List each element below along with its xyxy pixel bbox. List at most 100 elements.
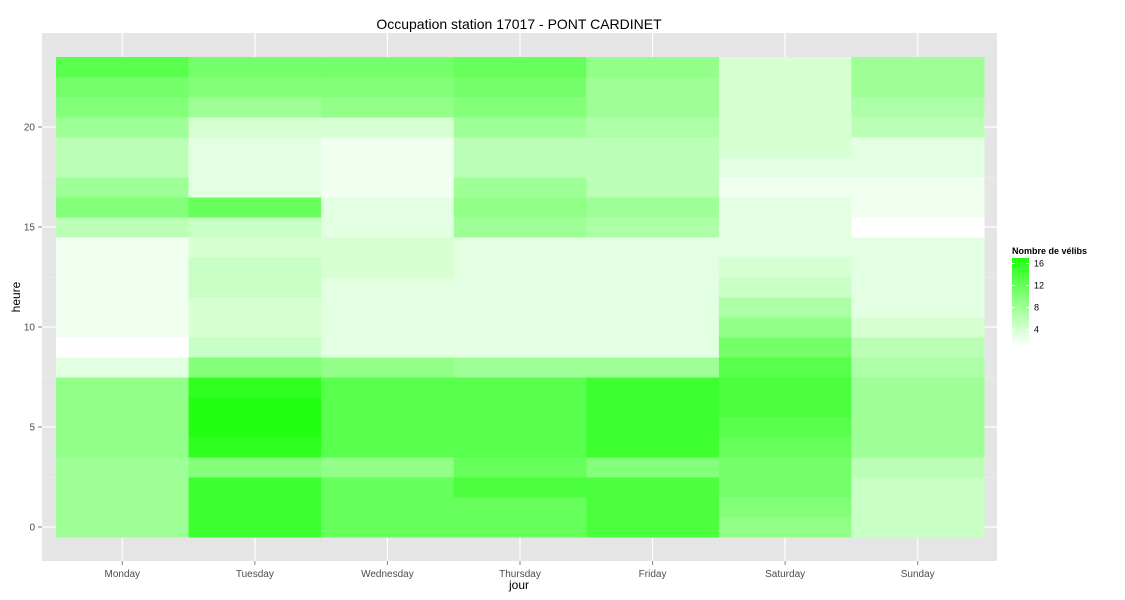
y-tick-label: 15 — [24, 223, 36, 234]
heatmap-cell — [851, 477, 985, 498]
heatmap-cell — [321, 437, 455, 458]
heatmap-cell — [188, 277, 322, 298]
heatmap-cell — [188, 437, 322, 458]
heatmap-cell — [851, 257, 985, 278]
heatmap-cell — [718, 277, 852, 298]
heatmap-cell — [188, 117, 322, 138]
heatmap-cell — [188, 337, 322, 358]
y-tick-label: 0 — [29, 523, 35, 534]
heatmap-cell — [453, 157, 587, 178]
x-tick-label: Friday — [639, 569, 667, 580]
heatmap-cell — [453, 57, 587, 78]
heatmap-cell — [188, 257, 322, 278]
heatmap-cell — [453, 377, 587, 398]
heatmap-cell — [586, 97, 720, 118]
heatmap-cell — [718, 237, 852, 258]
heatmap-cell — [586, 357, 720, 378]
heatmap-cell — [718, 397, 852, 418]
y-axis-title: heure — [9, 281, 23, 312]
heatmap-cell — [586, 397, 720, 418]
heatmap-cells — [56, 57, 985, 538]
heatmap-cell — [851, 457, 985, 478]
x-tick-label: Saturday — [765, 569, 805, 580]
heatmap-cell — [321, 257, 455, 278]
heatmap-cell — [851, 357, 985, 378]
heatmap-cell — [188, 77, 322, 98]
heatmap-cell — [321, 97, 455, 118]
heatmap-cell — [56, 397, 190, 418]
heatmap-cell — [56, 317, 190, 338]
heatmap-cell — [586, 117, 720, 138]
heatmap-cell — [586, 417, 720, 438]
heatmap-cell — [56, 457, 190, 478]
heatmap-cell — [851, 417, 985, 438]
heatmap-cell — [453, 217, 587, 238]
y-tick-label: 5 — [29, 423, 35, 434]
x-tick-label: Thursday — [499, 569, 541, 580]
heatmap-cell — [718, 377, 852, 398]
heatmap-cell — [56, 57, 190, 78]
heatmap-cell — [56, 137, 190, 158]
heatmap-cell — [851, 277, 985, 298]
legend-tick-label: 4 — [1034, 325, 1039, 335]
heatmap-cell — [321, 297, 455, 318]
heatmap-cell — [851, 137, 985, 158]
heatmap-cell — [453, 137, 587, 158]
heatmap-cell — [56, 197, 190, 218]
heatmap-cell — [188, 237, 322, 258]
x-tick-label: Tuesday — [236, 569, 274, 580]
heatmap-cell — [718, 497, 852, 518]
heatmap-cell — [586, 157, 720, 178]
heatmap-cell — [851, 77, 985, 98]
heatmap-cell — [718, 477, 852, 498]
heatmap-cell — [188, 497, 322, 518]
heatmap-cell — [718, 357, 852, 378]
heatmap-cell — [453, 257, 587, 278]
heatmap-cell — [586, 77, 720, 98]
x-axis-title: jour — [508, 578, 529, 592]
heatmap-cell — [453, 517, 587, 538]
heatmap-cell — [586, 377, 720, 398]
heatmap-cell — [718, 337, 852, 358]
heatmap-cell — [321, 197, 455, 218]
heatmap-cell — [586, 317, 720, 338]
heatmap-cell — [188, 477, 322, 498]
heatmap-cell — [56, 177, 190, 198]
heatmap-cell — [188, 177, 322, 198]
heatmap-cell — [453, 197, 587, 218]
heatmap-cell — [851, 437, 985, 458]
heatmap-cell — [188, 417, 322, 438]
legend-tick-label: 12 — [1034, 281, 1044, 291]
legend-colorbar — [1012, 258, 1029, 346]
heatmap-cell — [851, 397, 985, 418]
heatmap-cell — [718, 97, 852, 118]
heatmap-cell — [321, 517, 455, 538]
heatmap-cell — [718, 137, 852, 158]
heatmap-cell — [851, 377, 985, 398]
heatmap-cell — [188, 317, 322, 338]
heatmap-cell — [188, 137, 322, 158]
heatmap-cell — [586, 437, 720, 458]
heatmap-cell — [586, 297, 720, 318]
heatmap-cell — [718, 217, 852, 238]
chart-title: Occupation station 17017 - PONT CARDINET — [376, 16, 662, 32]
heatmap-cell — [188, 297, 322, 318]
heatmap-cell — [586, 217, 720, 238]
heatmap-cell — [453, 277, 587, 298]
heatmap-cell — [321, 417, 455, 438]
heatmap-cell — [851, 57, 985, 78]
heatmap-cell — [718, 417, 852, 438]
heatmap-cell — [56, 217, 190, 238]
heatmap-cell — [453, 337, 587, 358]
heatmap-cell — [188, 517, 322, 538]
heatmap-cell — [851, 117, 985, 138]
heatmap-cell — [851, 237, 985, 258]
heatmap-cell — [718, 177, 852, 198]
heatmap-cell — [453, 77, 587, 98]
heatmap-cell — [718, 517, 852, 538]
heatmap-cell — [586, 457, 720, 478]
legend-ticks: 4 8 12 16 — [1012, 259, 1044, 335]
heatmap-cell — [321, 457, 455, 478]
heatmap-cell — [188, 457, 322, 478]
